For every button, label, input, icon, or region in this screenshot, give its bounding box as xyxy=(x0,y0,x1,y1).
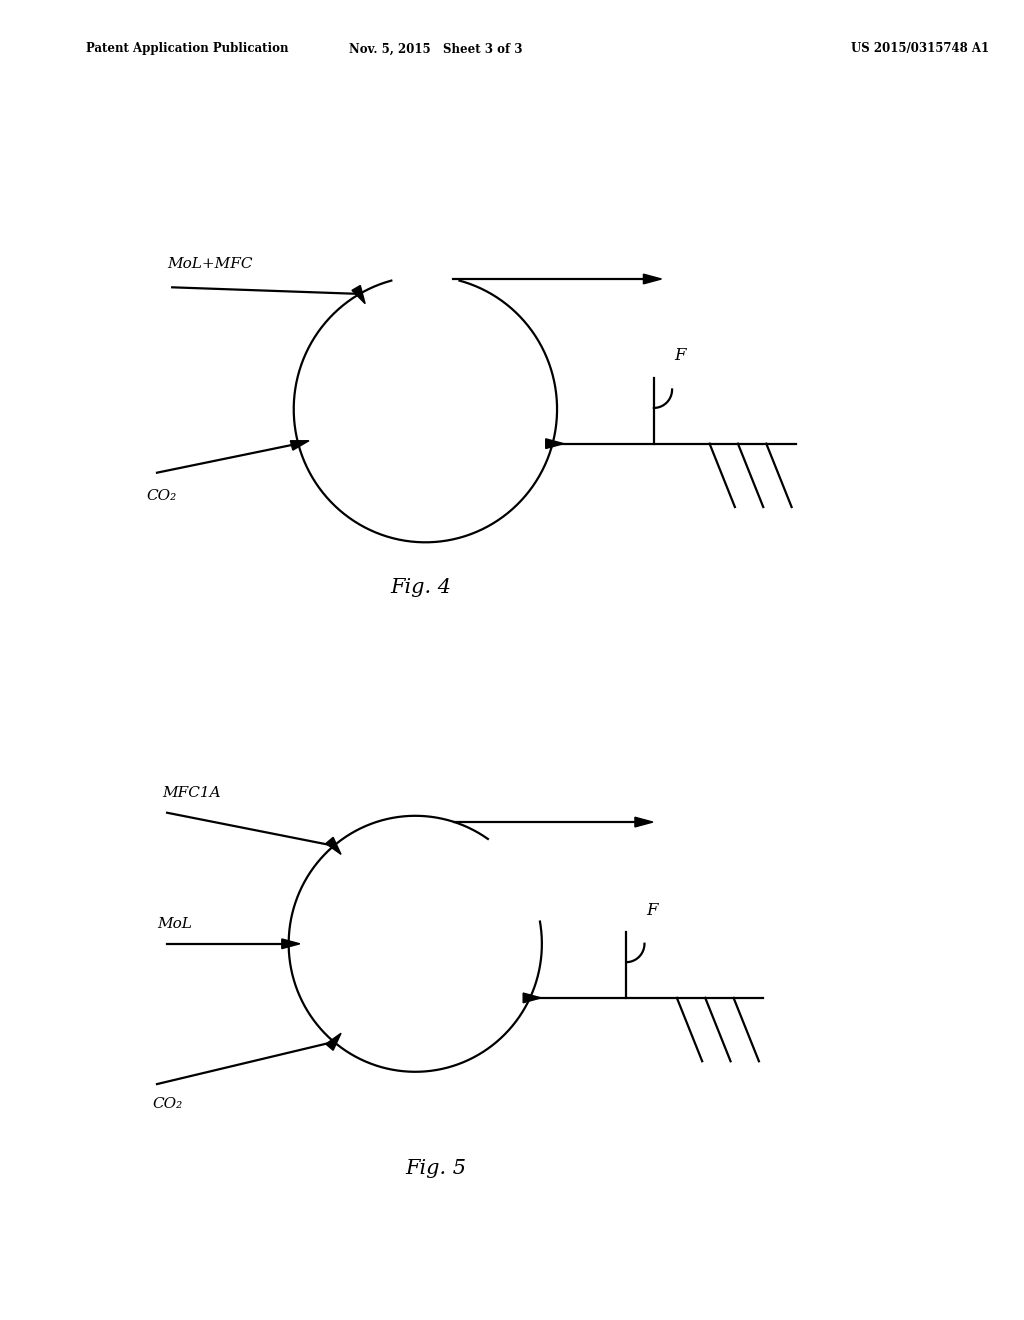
Text: MoL: MoL xyxy=(157,916,191,931)
Text: CO₂: CO₂ xyxy=(146,488,177,503)
Text: MoL+MFC: MoL+MFC xyxy=(167,257,253,272)
Text: F: F xyxy=(646,902,658,919)
Polygon shape xyxy=(546,438,564,449)
Text: Patent Application Publication: Patent Application Publication xyxy=(86,42,289,55)
Polygon shape xyxy=(326,1034,341,1051)
Polygon shape xyxy=(282,939,300,949)
Polygon shape xyxy=(291,441,309,450)
Polygon shape xyxy=(352,285,366,304)
Text: MFC1A: MFC1A xyxy=(162,785,221,800)
Text: Nov. 5, 2015   Sheet 3 of 3: Nov. 5, 2015 Sheet 3 of 3 xyxy=(349,42,522,55)
Polygon shape xyxy=(643,275,662,284)
Polygon shape xyxy=(326,837,341,854)
Text: CO₂: CO₂ xyxy=(152,1097,182,1111)
Text: Fig. 5: Fig. 5 xyxy=(406,1159,466,1177)
Polygon shape xyxy=(635,817,653,826)
Polygon shape xyxy=(523,993,541,1003)
Text: F: F xyxy=(674,347,686,364)
Text: Fig. 4: Fig. 4 xyxy=(390,578,451,597)
Text: US 2015/0315748 A1: US 2015/0315748 A1 xyxy=(851,42,989,55)
